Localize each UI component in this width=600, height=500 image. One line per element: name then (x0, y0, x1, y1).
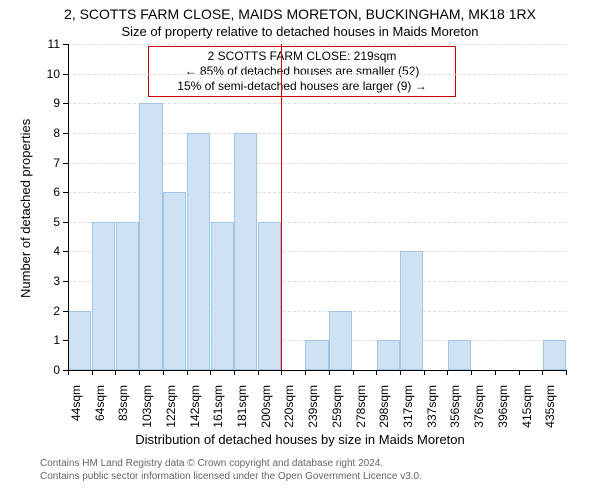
y-tick-label: 7 (42, 156, 60, 170)
x-tick-label: 181sqm (235, 385, 249, 433)
grid-line (68, 74, 566, 75)
annotation-box: 2 SCOTTS FARM CLOSE: 219sqm ← 85% of det… (148, 46, 456, 97)
y-tick-label: 3 (42, 274, 60, 288)
y-axis-line (68, 44, 69, 370)
chart-title-line2: Size of property relative to detached ho… (0, 24, 600, 39)
histogram-bar (139, 103, 162, 370)
x-tick-mark (566, 370, 567, 375)
grid-line (68, 44, 566, 45)
x-tick-label: 317sqm (401, 385, 415, 433)
x-tick-label: 239sqm (306, 385, 320, 433)
y-tick-label: 4 (42, 244, 60, 258)
chart-container: 2, SCOTTS FARM CLOSE, MAIDS MORETON, BUC… (0, 0, 600, 500)
x-tick-label: 44sqm (69, 385, 83, 433)
histogram-bar (92, 222, 115, 370)
x-tick-label: 376sqm (472, 385, 486, 433)
x-tick-label: 298sqm (377, 385, 391, 433)
histogram-bar (543, 340, 566, 370)
annotation-line1: 2 SCOTTS FARM CLOSE: 219sqm (153, 49, 451, 64)
x-tick-label: 259sqm (330, 385, 344, 433)
y-tick-label: 8 (42, 126, 60, 140)
histogram-bar (68, 311, 91, 370)
histogram-bar (400, 251, 423, 370)
histogram-bar (329, 311, 352, 370)
footer-line2: Contains public sector information licen… (40, 471, 422, 482)
x-tick-label: 122sqm (164, 385, 178, 433)
y-tick-label: 2 (42, 304, 60, 318)
x-axis-line (68, 370, 566, 371)
x-tick-label: 278sqm (354, 385, 368, 433)
y-axis-label: Number of detached properties (18, 119, 33, 298)
y-tick-label: 6 (42, 185, 60, 199)
x-tick-label: 200sqm (259, 385, 273, 433)
y-tick-label: 5 (42, 215, 60, 229)
x-tick-label: 396sqm (496, 385, 510, 433)
footer-line1: Contains HM Land Registry data © Crown c… (40, 458, 383, 469)
reference-line (281, 44, 282, 370)
histogram-bar (234, 133, 257, 370)
y-tick-label: 10 (42, 67, 60, 81)
histogram-bar (377, 340, 400, 370)
y-tick-label: 11 (42, 37, 60, 51)
x-tick-label: 161sqm (211, 385, 225, 433)
x-tick-label: 415sqm (520, 385, 534, 433)
x-tick-label: 356sqm (448, 385, 462, 433)
x-tick-label: 103sqm (140, 385, 154, 433)
x-tick-label: 83sqm (116, 385, 130, 433)
histogram-bar (211, 222, 234, 370)
annotation-line2: ← 85% of detached houses are smaller (52… (153, 64, 451, 79)
annotation-line3: 15% of semi-detached houses are larger (… (153, 79, 451, 94)
histogram-bar (448, 340, 471, 370)
y-tick-label: 0 (42, 363, 60, 377)
histogram-bar (187, 133, 210, 370)
y-tick-label: 9 (42, 96, 60, 110)
x-axis-label: Distribution of detached houses by size … (0, 432, 600, 447)
y-tick-label: 1 (42, 333, 60, 347)
histogram-bar (305, 340, 328, 370)
x-tick-label: 337sqm (425, 385, 439, 433)
histogram-bar (258, 222, 281, 370)
chart-title-line1: 2, SCOTTS FARM CLOSE, MAIDS MORETON, BUC… (0, 6, 600, 22)
histogram-bar (116, 222, 139, 370)
x-tick-label: 142sqm (188, 385, 202, 433)
x-tick-label: 435sqm (543, 385, 557, 433)
histogram-bar (163, 192, 186, 370)
x-tick-label: 64sqm (93, 385, 107, 433)
x-tick-label: 220sqm (282, 385, 296, 433)
